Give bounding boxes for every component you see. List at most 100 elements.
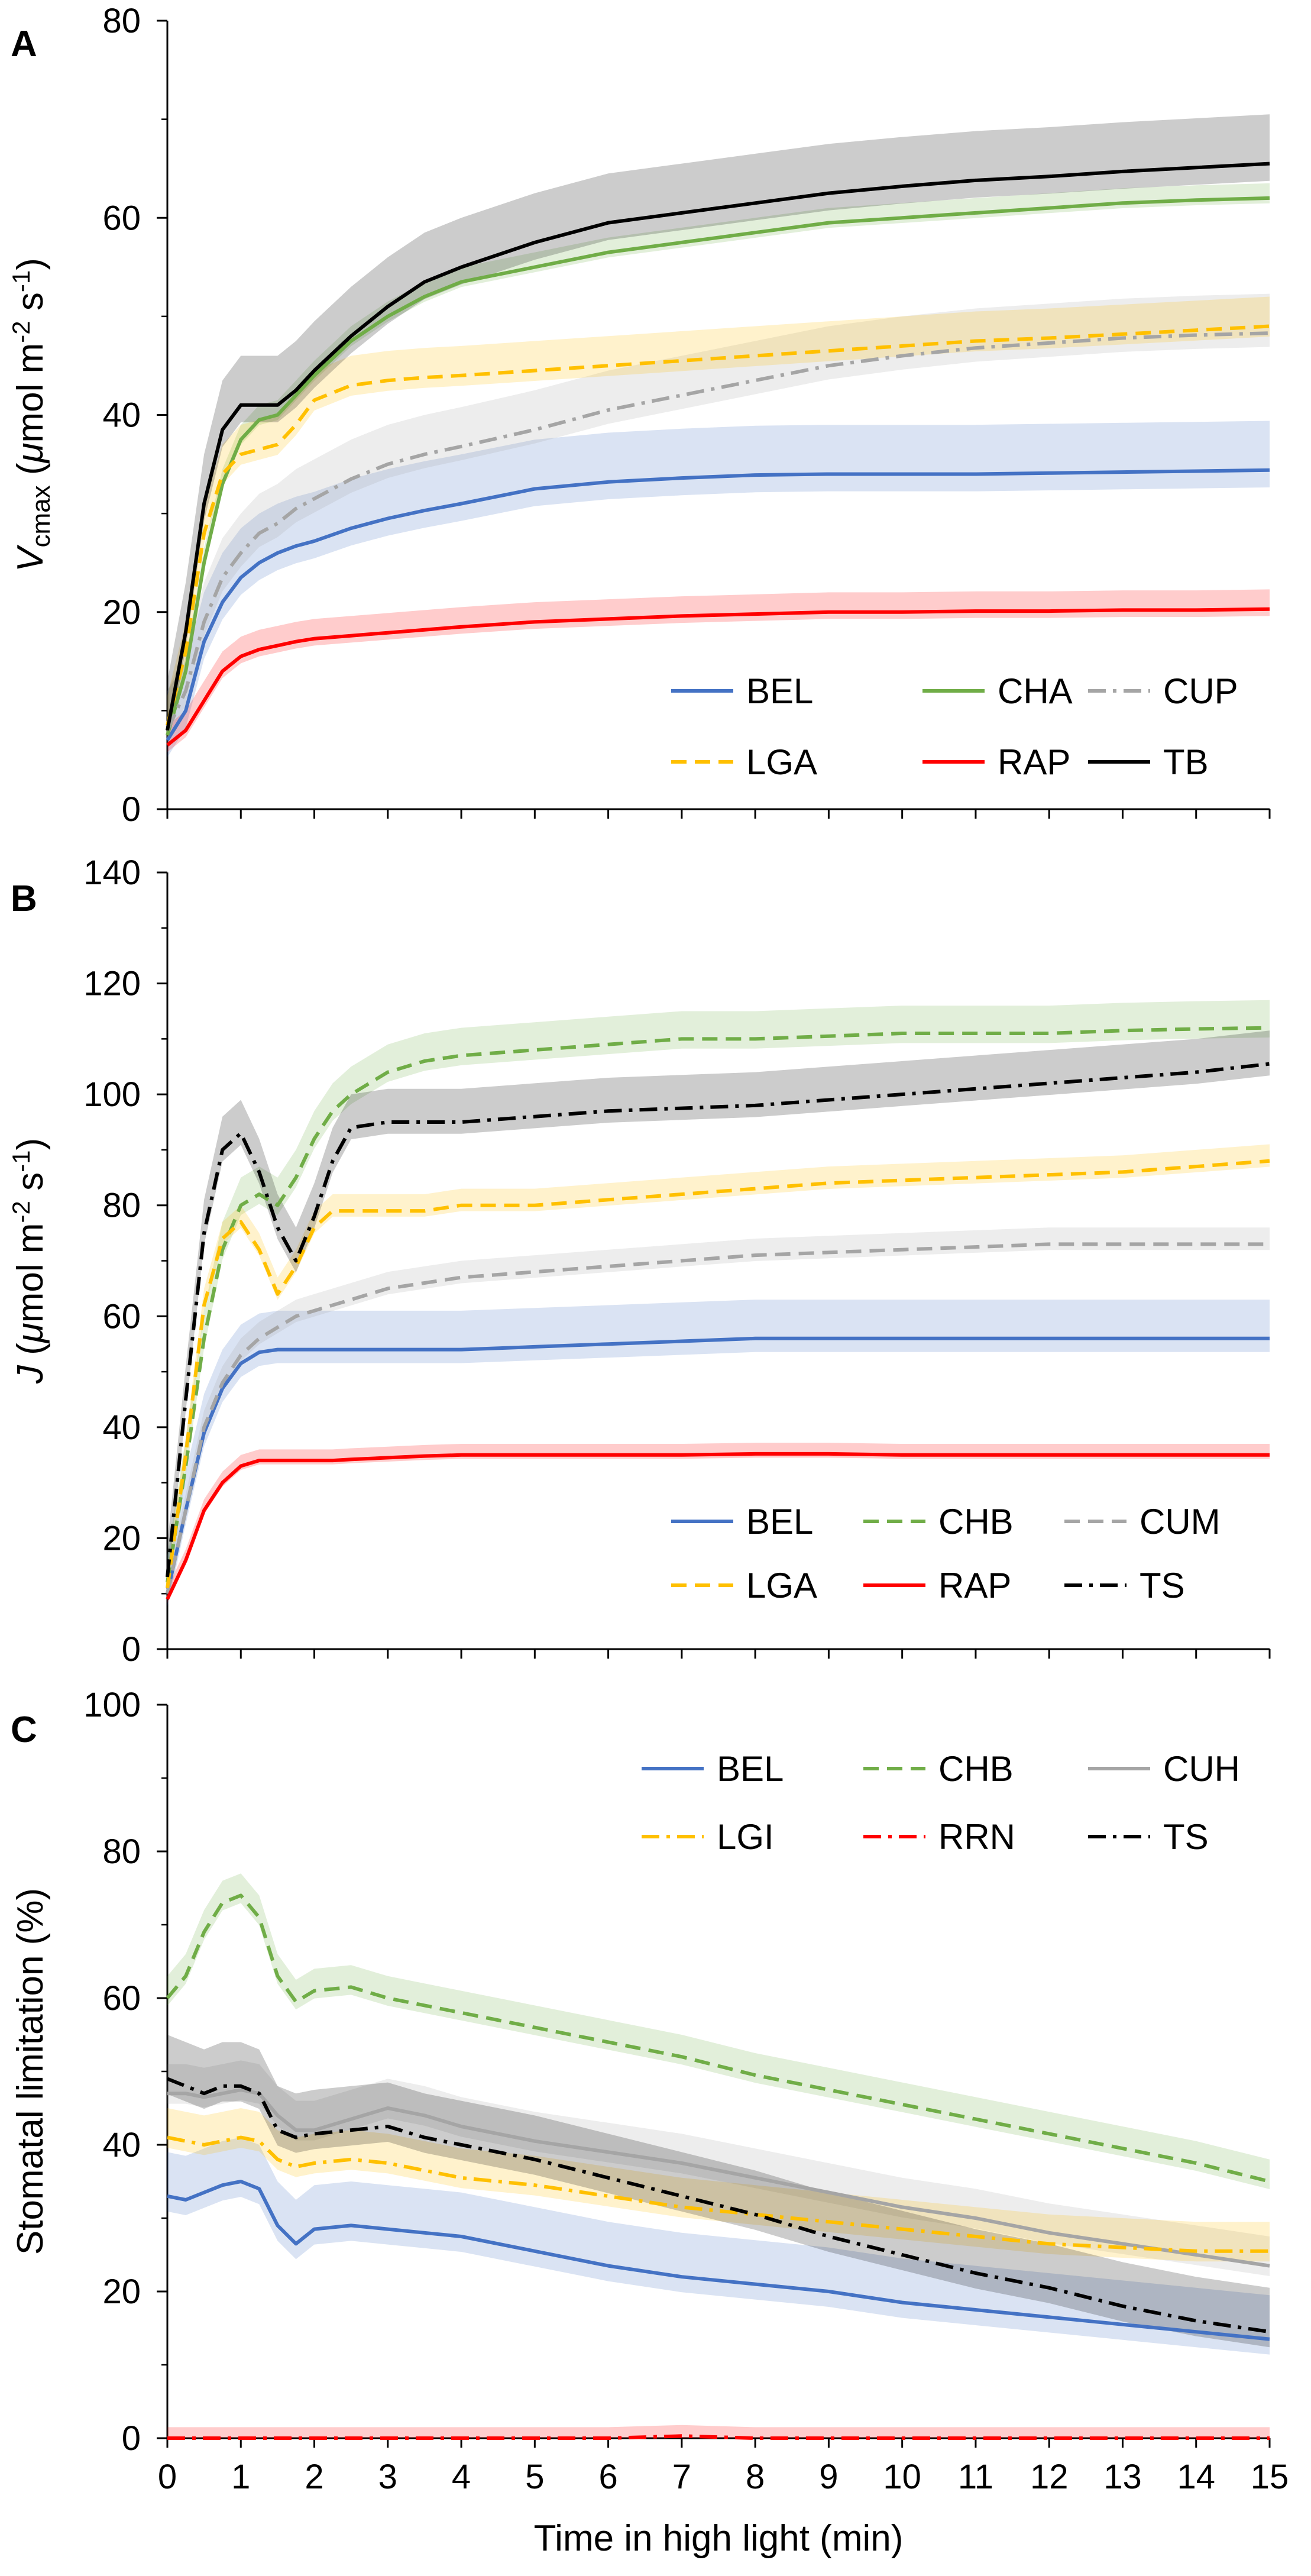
legend-label: TS — [1163, 1817, 1209, 1857]
y-tick-label: 0 — [122, 790, 141, 829]
series-line-rap — [166, 607, 1270, 747]
band-cup — [167, 293, 1270, 745]
legend-label: RAP — [998, 742, 1070, 782]
legend-item-cuh: CUH — [1088, 1749, 1240, 1789]
band-ts — [167, 1030, 1270, 1589]
band-rrn — [167, 2425, 1270, 2438]
series-line-lgi — [167, 2135, 1270, 2253]
series-line-rrn — [167, 2434, 1270, 2440]
y-label-close: ) — [10, 258, 51, 270]
legend-label: BEL — [746, 1502, 813, 1541]
y-label-unit_open: ( — [10, 1343, 51, 1365]
series-line-ts — [166, 1062, 1270, 1578]
legend-item-bel: BEL — [671, 1502, 813, 1541]
y-tick-label: 120 — [83, 965, 141, 1003]
series-line-bel — [166, 1336, 1270, 1594]
x-tick-label: 11 — [958, 2458, 993, 2496]
x-tick-label: 7 — [672, 2458, 691, 2496]
legend-item-rrn: RRN — [863, 1817, 1015, 1857]
x-tick-label: 2 — [305, 2458, 323, 2496]
y-label-s: s — [10, 1172, 51, 1201]
legend-item-chb: CHB — [863, 1749, 1014, 1789]
x-tick-label: 14 — [1177, 2458, 1215, 2496]
y-label-mu: μ — [10, 1323, 51, 1344]
series-line-cup — [166, 331, 1270, 731]
y-label-unit_open: ( — [10, 463, 51, 485]
legend-label: LGA — [746, 1566, 817, 1605]
y-tick-label: 0 — [122, 1630, 141, 1669]
y-label-exp1: -2 — [7, 321, 35, 342]
legend-item-bel: BEL — [671, 671, 813, 711]
legend-item-cha: CHA — [922, 671, 1073, 711]
legend-item-lga: LGA — [671, 1566, 817, 1605]
y-axis-label: Stomatal limitation (%) — [10, 1888, 51, 2255]
legend-label: TB — [1163, 742, 1209, 782]
y-tick-label: 60 — [102, 1979, 141, 2018]
x-tick-label: 3 — [378, 2458, 397, 2496]
legend-item-lga: LGA — [671, 742, 817, 782]
legend-label: RRN — [938, 1817, 1015, 1857]
panel-letter: B — [11, 878, 37, 919]
band-lga — [167, 296, 1270, 736]
y-tick-label: 140 — [83, 854, 141, 892]
y-tick-label: 60 — [102, 1297, 141, 1336]
y-label-exp2: -1 — [7, 270, 35, 292]
series-line-lga — [166, 1159, 1270, 1589]
panel-A: A 0 20 40 60 80 Vcmax (μmol m-2 s-1) BEL CHA CUP L… — [7, 2, 1271, 829]
legend-label: CUM — [1140, 1502, 1221, 1541]
x-axis-label: Time in high light (min) — [534, 2518, 904, 2559]
x-tick-label: 5 — [525, 2458, 544, 2496]
series-line-bel — [166, 468, 1270, 741]
legend-item-bel: BEL — [642, 1749, 784, 1789]
y-label-close: ) — [10, 1138, 51, 1150]
y-tick-label: 80 — [102, 2, 141, 40]
y-label-v: V — [10, 544, 51, 572]
series-line-ts — [166, 2077, 1270, 2334]
y-label-mol: mol m — [10, 1223, 51, 1323]
y-label-mu: μ — [10, 443, 51, 464]
legend-label: LGI — [717, 1817, 774, 1857]
band-ts — [167, 2035, 1270, 2348]
x-tick-label: 10 — [883, 2458, 921, 2496]
series-line-rap — [166, 1452, 1270, 1600]
band-chb — [167, 1873, 1270, 2189]
y-tick-label: 60 — [102, 199, 141, 237]
y-label-mol: mol m — [10, 343, 51, 443]
series-line-chb — [166, 1893, 1270, 2183]
y-tick-label: 80 — [102, 1832, 141, 1871]
x-tick-label: 4 — [452, 2458, 471, 2496]
panel-letter: A — [11, 24, 37, 64]
legend-item-lgi: LGI — [642, 1817, 774, 1857]
y-axis-label: J (μmol m-2 s-1) — [7, 1138, 51, 1384]
band-bel — [167, 1300, 1270, 1608]
x-tick-label: 15 — [1251, 2458, 1289, 2496]
x-tick-label: 9 — [819, 2458, 838, 2496]
y-label-v: J — [10, 1365, 51, 1384]
legend-label: CHB — [938, 1502, 1014, 1541]
legend-item-rap: RAP — [922, 742, 1070, 782]
x-tick-label: 13 — [1103, 2458, 1142, 2496]
panel-C: C 0 20 40 60 80 100 Stomatal limitation (%) BEL C… — [10, 1686, 1271, 2458]
y-label-s: s — [10, 292, 51, 321]
y-label-exp1: -2 — [7, 1201, 35, 1223]
series-line-cha — [166, 196, 1270, 736]
series-line-cum — [166, 1242, 1270, 1594]
x-tick-label: 1 — [231, 2458, 250, 2496]
legend-label: LGA — [746, 742, 817, 782]
y-label-sub: cmax — [27, 485, 56, 547]
y-tick-label: 0 — [122, 2419, 141, 2458]
y-tick-label: 40 — [102, 396, 141, 435]
legend-label: RAP — [938, 1566, 1011, 1605]
band-bel — [167, 421, 1270, 758]
legend-item-cup: CUP — [1088, 671, 1238, 711]
legend-label: CUH — [1163, 1749, 1240, 1789]
legend: BEL CHB CUH LGI RRN TS — [642, 1749, 1240, 1857]
legend-label: BEL — [717, 1749, 784, 1789]
series-line-tb — [166, 161, 1270, 731]
y-tick-label: 20 — [102, 2273, 141, 2311]
panel-letter: C — [11, 1709, 37, 1750]
y-tick-label: 40 — [102, 1408, 141, 1447]
band-bel — [167, 2137, 1270, 2355]
legend-item-cum: CUM — [1064, 1502, 1221, 1541]
